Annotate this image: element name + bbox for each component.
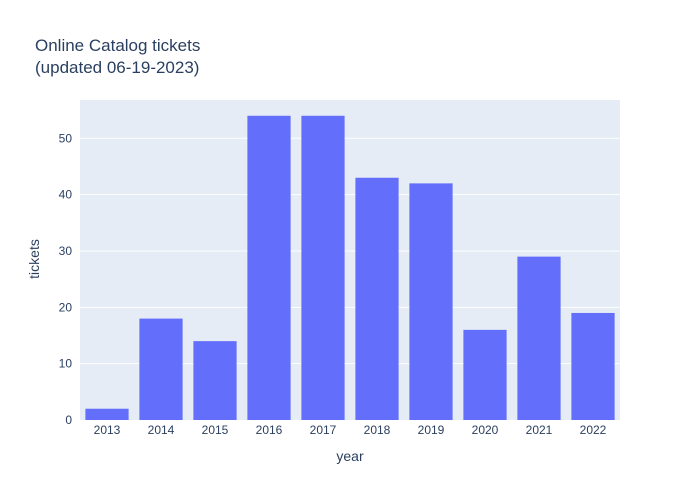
x-tick-label-2019: 2019 [418,423,445,437]
bars [85,115,615,420]
x-tick-label-2017: 2017 [310,423,337,437]
x-axis-title: year [336,448,364,464]
y-tick-label-40: 40 [59,188,73,202]
y-tick-label-20: 20 [59,300,73,314]
x-tick-label-2015: 2015 [202,423,229,437]
bar-2020 [463,329,507,420]
x-tick-label-2018: 2018 [364,423,391,437]
y-tick-label-0: 0 [65,413,72,427]
bar-2016 [247,115,291,420]
x-tick-label-2021: 2021 [526,423,553,437]
bar-2014 [139,318,183,420]
y-tick-label-10: 10 [59,357,73,371]
chart-title-line2: (updated 06-19-2023) [35,58,199,77]
bar-2018 [355,177,399,420]
x-tick-label-2022: 2022 [580,423,607,437]
x-tick-label-2016: 2016 [256,423,283,437]
bar-2022 [571,312,615,420]
x-tick-label-2013: 2013 [94,423,121,437]
bar-2019 [409,183,453,420]
x-tick-label-2014: 2014 [148,423,175,437]
bar-2021 [517,256,561,420]
bar-2013 [85,408,129,420]
y-tick-label-50: 50 [59,131,73,145]
y-tick-label-30: 30 [59,244,73,258]
x-axis-ticks: 2013 2014 2015 2016 2017 2018 2019 2020 2021 2022 [94,423,607,437]
x-tick-label-2020: 2020 [472,423,499,437]
bar-2015 [193,341,237,420]
chart-title-line1: Online Catalog tickets [35,36,200,55]
y-axis-title: tickets [26,239,42,279]
bar-2017 [301,115,345,420]
y-axis-ticks: 0 10 20 30 40 50 [59,131,73,427]
